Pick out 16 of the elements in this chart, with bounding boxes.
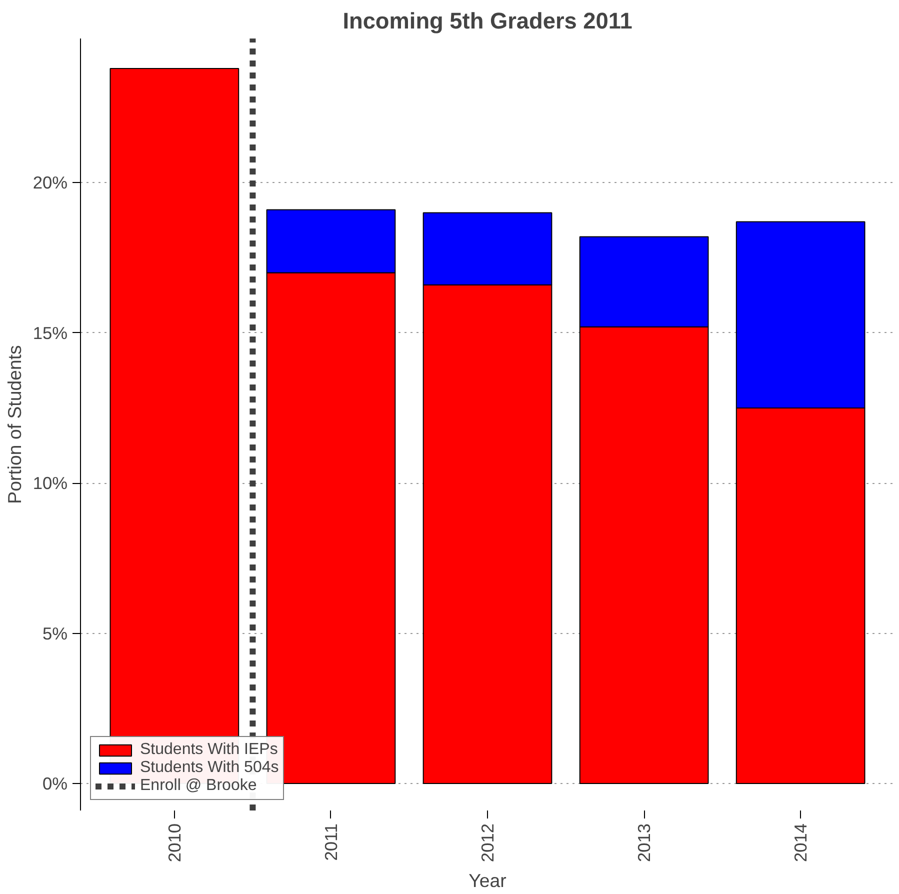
y-tick-label: 0%: [42, 773, 68, 794]
y-tick-label: 20%: [32, 172, 68, 193]
x-tick-label: 2014: [790, 823, 811, 862]
legend-label: Students With 504s: [140, 759, 279, 777]
x-tick-label: 2012: [478, 823, 498, 862]
x-axis-title: Year: [468, 870, 506, 892]
y-tick-label: 15%: [32, 322, 68, 343]
y-tick-label: 10%: [32, 473, 68, 494]
ref-line-label: Enroll @ Brooke: [140, 777, 257, 795]
y-tick-label: 5%: [42, 623, 68, 644]
x-tick-label: 2011: [320, 823, 341, 861]
legend-label: Students With IEPs: [140, 741, 278, 759]
y-axis-title: Portion of Students: [4, 345, 25, 504]
x-tick-label: 2010: [164, 823, 184, 862]
x-tick-label: 2013: [634, 823, 654, 862]
chart-title: Incoming 5th Graders 2011: [342, 8, 632, 34]
